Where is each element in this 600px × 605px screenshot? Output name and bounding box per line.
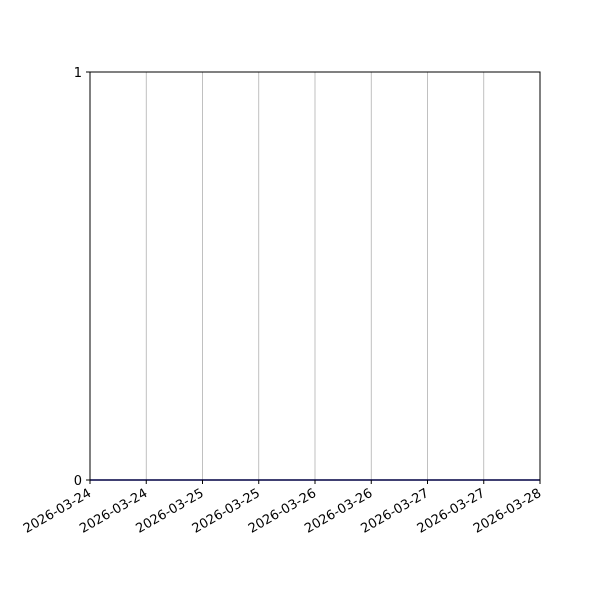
y-tick-label: 1 bbox=[74, 66, 82, 81]
y-tick-label: 0 bbox=[74, 474, 82, 489]
